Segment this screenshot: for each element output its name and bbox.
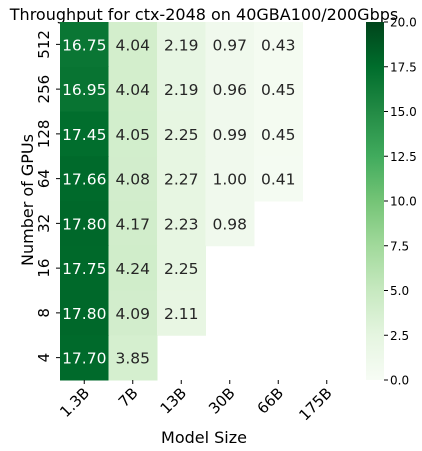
- y-tick-label: 4: [35, 353, 53, 363]
- x-tick-label: 7B: [115, 384, 142, 411]
- colorbar-tick-label: 20.0: [390, 16, 417, 30]
- heatmap-cells: 16.75 4.04 2.19 0.97 0.43 16.95 4.04 2.19 0.96 0.…: [60, 22, 303, 381]
- heatmap-cell: [108, 335, 158, 381]
- heatmap-cell: [157, 290, 206, 336]
- heatmap-cell: [60, 156, 109, 202]
- colorbar-gradient: [366, 22, 384, 380]
- heatmap-cell: [60, 111, 109, 157]
- cell-value-label: 2.25: [164, 260, 199, 278]
- cell-value-label: 2.27: [164, 171, 199, 189]
- cell-value-label: 2.19: [164, 81, 199, 99]
- cell-value-label: 0.41: [261, 171, 296, 189]
- y-tick-label: 64: [35, 169, 53, 188]
- cell-value-label: 0.45: [261, 126, 296, 144]
- heatmap-cell: [254, 66, 303, 112]
- heatmap-cell: [157, 22, 206, 68]
- x-axis-ticks: 1.3B 7B 13B 30B 66B 175B: [56, 380, 336, 424]
- x-tick-label: 175B: [295, 384, 335, 424]
- y-tick-label: 512: [35, 30, 53, 59]
- colorbar-tick-label: 17.5: [390, 60, 417, 74]
- cell-value-label: 4.04: [115, 81, 150, 99]
- colorbar: 0.0 2.5 5.0 7.5 10.0 12.5 15.0 17.5 20.0: [366, 16, 417, 388]
- colorbar-tick-label: 12.5: [390, 150, 417, 164]
- cell-value-label: 4.08: [115, 171, 150, 189]
- cell-value-label: 0.97: [212, 36, 247, 54]
- cell-value-label: 4.17: [115, 215, 150, 233]
- heatmap-cell: [108, 22, 158, 68]
- heatmap-cell: [157, 66, 206, 112]
- cell-value-label: 16.95: [62, 81, 106, 99]
- heatmap-cell: [205, 111, 255, 157]
- heatmap-cell: [108, 245, 158, 291]
- cell-value-label: 0.45: [261, 81, 296, 99]
- y-tick-label: 128: [35, 120, 53, 149]
- cell-value-label: 4.04: [115, 36, 150, 54]
- cell-value-label: 2.23: [164, 215, 199, 233]
- colorbar-tick-label: 0.0: [390, 374, 409, 388]
- cell-value-label: 3.85: [115, 350, 150, 368]
- colorbar-tick-label: 2.5: [390, 329, 409, 343]
- cell-value-label: 17.80: [62, 305, 106, 323]
- colorbar-tick-label: 7.5: [390, 239, 409, 253]
- heatmap-cell: [108, 66, 158, 112]
- heatmap-cell: [60, 335, 109, 381]
- x-tick-label: 66B: [254, 384, 288, 418]
- heatmap-cell: [157, 156, 206, 202]
- heatmap-cell: [108, 111, 158, 157]
- heatmap-cell: [108, 201, 158, 247]
- cell-value-label: 1.00: [212, 171, 247, 189]
- cell-value-label: 0.98: [212, 215, 247, 233]
- x-tick-label: 30B: [205, 384, 239, 418]
- heatmap-cell: [254, 22, 303, 68]
- heatmap-cell: [205, 66, 255, 112]
- heatmap-cell: [60, 245, 109, 291]
- cell-value-label: 4.09: [115, 305, 150, 323]
- cell-value-label: 0.43: [261, 36, 296, 54]
- heatmap-cell: [60, 290, 109, 336]
- heatmap-cell: [108, 156, 158, 202]
- heatmap-cell: [205, 22, 255, 68]
- cell-value-label: 17.66: [62, 171, 106, 189]
- heatmap-cell: [60, 22, 109, 68]
- x-axis-label: Model Size: [161, 428, 247, 447]
- heatmap-cell: [60, 201, 109, 247]
- y-axis-label: Number of GPUs: [18, 134, 37, 266]
- colorbar-tick-label: 10.0: [390, 195, 417, 209]
- cell-value-label: 2.19: [164, 36, 199, 54]
- y-tick-label: 32: [35, 214, 53, 233]
- heatmap-cell: [157, 111, 206, 157]
- cell-value-label: 2.25: [164, 126, 199, 144]
- heatmap-cell: [254, 111, 303, 157]
- cell-value-label: 0.99: [212, 126, 247, 144]
- heatmap-cell: [254, 156, 303, 202]
- colorbar-tick-label: 5.0: [390, 284, 409, 298]
- cell-value-label: 4.24: [115, 260, 150, 278]
- chart-title: Throughput for ctx-2048 on 40GBA100/200G…: [9, 5, 398, 24]
- cell-value-label: 17.70: [62, 350, 106, 368]
- heatmap-cell: [108, 290, 158, 336]
- x-tick-label: 13B: [157, 384, 191, 418]
- y-tick-label: 8: [35, 308, 53, 318]
- cell-value-label: 2.11: [164, 305, 199, 323]
- cell-value-label: 16.75: [62, 36, 106, 54]
- cell-value-label: 17.75: [62, 260, 106, 278]
- heatmap-cell: [205, 201, 255, 247]
- cell-value-label: 4.05: [115, 126, 150, 144]
- y-tick-label: 16: [35, 259, 53, 278]
- y-tick-label: 256: [35, 75, 53, 104]
- heatmap-cell: [205, 156, 255, 202]
- heatmap-cell: [157, 201, 206, 247]
- heatmap-cell: [60, 66, 109, 112]
- y-axis-ticks: 512 256 128 64 32 16 8 4: [35, 30, 60, 362]
- colorbar-tick-label: 15.0: [390, 105, 417, 119]
- cell-value-label: 0.96: [212, 81, 247, 99]
- x-tick-label: 1.3B: [56, 384, 93, 421]
- cell-value-label: 17.80: [62, 215, 106, 233]
- heatmap-cell: [157, 245, 206, 291]
- cell-value-label: 17.45: [62, 126, 106, 144]
